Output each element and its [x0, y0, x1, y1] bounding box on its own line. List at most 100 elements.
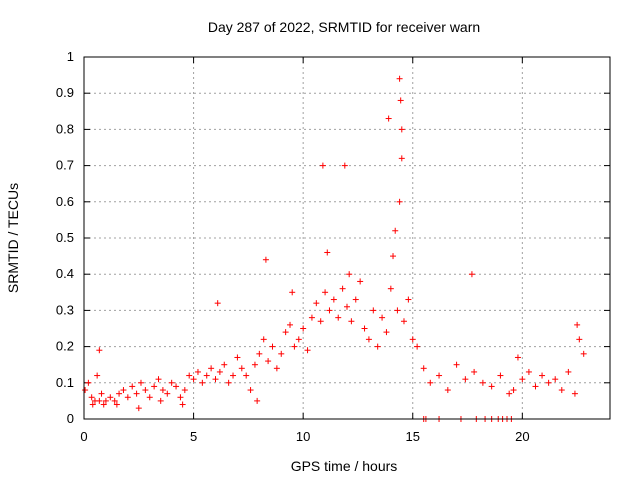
data-point [497, 372, 504, 379]
data-point [576, 336, 583, 343]
data-point [468, 271, 475, 278]
data-point [221, 361, 228, 368]
data-point [330, 296, 337, 303]
data-point [379, 314, 386, 321]
data-point [308, 314, 315, 321]
data-point [124, 394, 131, 401]
data-point [269, 343, 276, 350]
data-point [365, 336, 372, 343]
y-tick-label: 0.1 [56, 375, 74, 390]
data-point [190, 376, 197, 383]
data-point [387, 285, 394, 292]
data-point [565, 368, 572, 375]
y-tick-label: 0.3 [56, 302, 74, 317]
data-point [361, 325, 368, 332]
data-point [409, 336, 416, 343]
data-point [291, 343, 298, 350]
data-point [265, 358, 272, 365]
x-tick-label: 5 [190, 429, 197, 444]
data-point [102, 397, 109, 404]
data-point [390, 253, 397, 260]
data-point [208, 365, 215, 372]
data-point [214, 300, 221, 307]
data-point [352, 296, 359, 303]
data-point [96, 397, 103, 404]
data-point [199, 379, 206, 386]
data-point [159, 387, 166, 394]
data-point [157, 397, 164, 404]
plot-frame [83, 56, 611, 420]
data-point [179, 401, 186, 408]
data-point [89, 401, 96, 408]
data-point [107, 394, 114, 401]
data-point [256, 350, 263, 357]
x-tick-label: 10 [296, 429, 310, 444]
chart-title: Day 287 of 2022, SRMTID for receiver war… [208, 19, 480, 35]
data-point [251, 361, 258, 368]
data-point [519, 376, 526, 383]
data-point [100, 401, 107, 408]
data-point [348, 318, 355, 325]
data-point [341, 162, 348, 169]
data-point [322, 289, 329, 296]
data-point [479, 379, 486, 386]
data-point [300, 325, 307, 332]
x-tick-label: 15 [406, 429, 420, 444]
data-point [488, 383, 495, 390]
data-point [181, 387, 188, 394]
data-point [396, 75, 403, 82]
data-point [278, 350, 285, 357]
data-point [436, 372, 443, 379]
data-point [539, 372, 546, 379]
data-point [396, 198, 403, 205]
data-point [168, 379, 175, 386]
data-point [462, 376, 469, 383]
data-point [324, 249, 331, 256]
data-point [234, 354, 241, 361]
data-point [164, 390, 171, 397]
data-point [313, 300, 320, 307]
data-point [444, 387, 451, 394]
data-point [471, 368, 478, 375]
data-point [545, 379, 552, 386]
data-point [85, 379, 92, 386]
x-tick-label: 0 [80, 429, 87, 444]
y-tick-label: 0.7 [56, 158, 74, 173]
data-point [142, 387, 149, 394]
data-point [346, 271, 353, 278]
data-point [111, 397, 118, 404]
data-point [177, 394, 184, 401]
data-point [453, 361, 460, 368]
y-tick-label: 0.8 [56, 121, 74, 136]
data-point [94, 372, 101, 379]
grid [84, 57, 610, 419]
data-point [135, 405, 142, 412]
y-tick-label: 0.9 [56, 85, 74, 100]
data-point [194, 368, 201, 375]
x-axis-title: GPS time / hours [291, 458, 398, 474]
data-point [295, 336, 302, 343]
data-point [414, 343, 421, 350]
data-point [532, 383, 539, 390]
data-point [374, 343, 381, 350]
data-point [304, 347, 311, 354]
data-point [88, 394, 95, 401]
data-point [129, 383, 136, 390]
tick-labels: 00.10.20.30.40.50.60.70.80.910 5 10 15 20 [56, 49, 530, 444]
y-tick-label: 1 [67, 49, 74, 64]
y-tick-label: 0.2 [56, 339, 74, 354]
data-point [394, 307, 401, 314]
data-point [82, 387, 89, 394]
data-point [282, 329, 289, 336]
data-point [357, 278, 364, 285]
data-point [98, 390, 105, 397]
data-point [383, 329, 390, 336]
y-tick-label: 0.4 [56, 266, 74, 281]
data-point [392, 227, 399, 234]
data-point [120, 387, 127, 394]
data-point [289, 289, 296, 296]
data-point [317, 318, 324, 325]
y-tick-label: 0 [67, 411, 74, 426]
data-point [397, 97, 404, 104]
